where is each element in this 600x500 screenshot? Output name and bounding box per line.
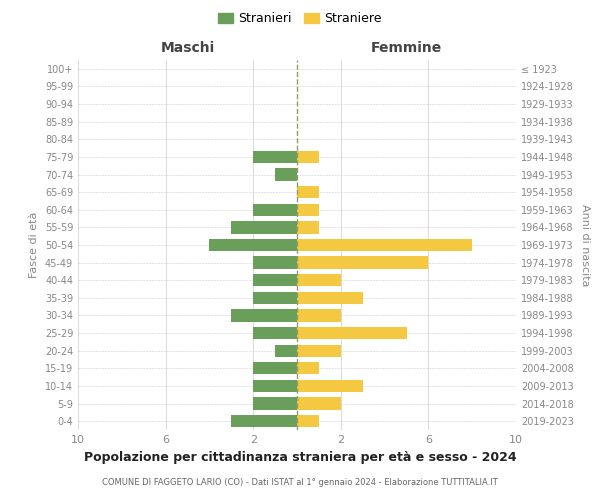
Bar xyxy=(232,415,297,428)
Bar xyxy=(297,327,407,340)
Bar xyxy=(253,327,297,340)
Bar xyxy=(297,186,319,198)
Bar xyxy=(297,398,341,409)
Y-axis label: Anni di nascita: Anni di nascita xyxy=(580,204,590,286)
Bar xyxy=(297,150,319,163)
Bar xyxy=(297,344,341,357)
Bar xyxy=(275,168,297,180)
Bar xyxy=(253,380,297,392)
Bar xyxy=(297,204,319,216)
Bar xyxy=(253,292,297,304)
Bar xyxy=(253,256,297,269)
Bar xyxy=(297,221,319,234)
Bar xyxy=(232,310,297,322)
Bar xyxy=(297,274,341,286)
Bar xyxy=(253,398,297,409)
Bar xyxy=(253,362,297,374)
Bar xyxy=(232,221,297,234)
Y-axis label: Fasce di età: Fasce di età xyxy=(29,212,39,278)
Bar xyxy=(209,239,297,251)
Bar xyxy=(297,415,319,428)
Bar xyxy=(297,292,362,304)
Bar xyxy=(297,362,319,374)
Text: COMUNE DI FAGGETO LARIO (CO) - Dati ISTAT al 1° gennaio 2024 - Elaborazione TUTT: COMUNE DI FAGGETO LARIO (CO) - Dati ISTA… xyxy=(102,478,498,487)
Bar xyxy=(253,150,297,163)
Bar xyxy=(275,344,297,357)
Bar xyxy=(297,310,341,322)
Bar xyxy=(253,204,297,216)
Bar xyxy=(253,274,297,286)
Text: Popolazione per cittadinanza straniera per età e sesso - 2024: Popolazione per cittadinanza straniera p… xyxy=(83,451,517,464)
Bar xyxy=(297,256,428,269)
Legend: Stranieri, Straniere: Stranieri, Straniere xyxy=(215,8,386,29)
Bar xyxy=(297,239,472,251)
Bar xyxy=(297,380,362,392)
